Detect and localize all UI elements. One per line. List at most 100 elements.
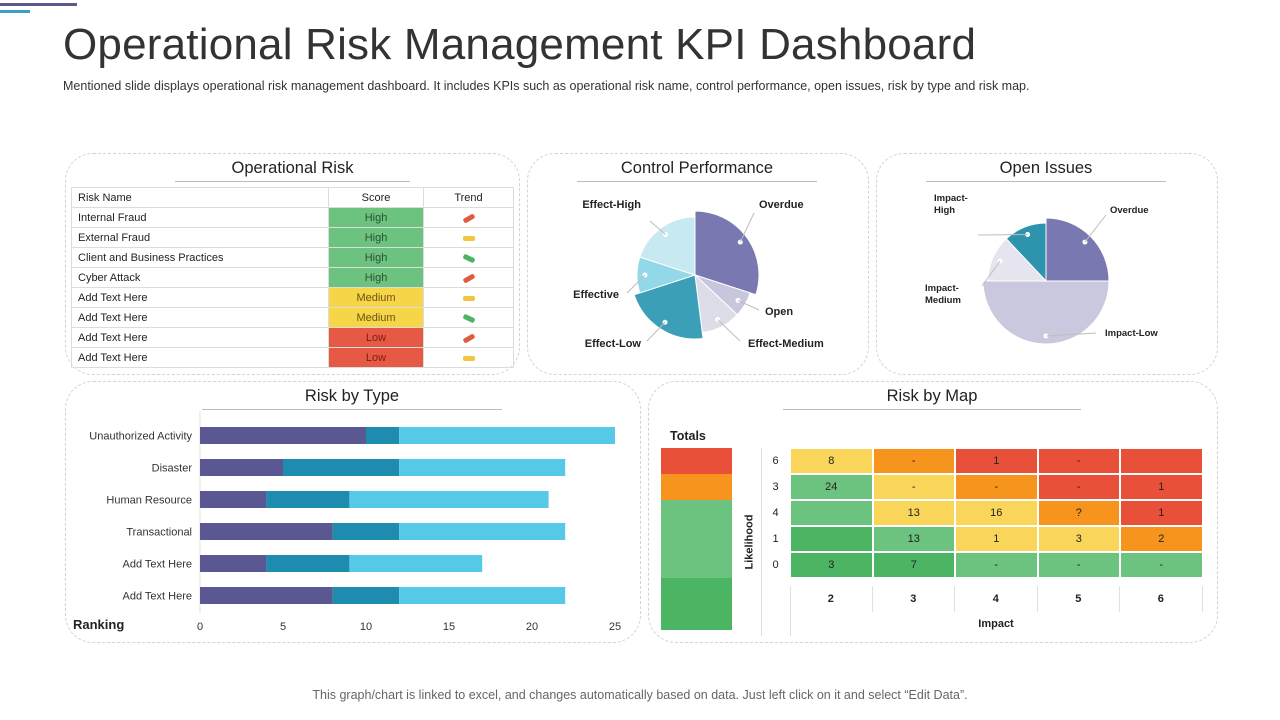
leader-line — [737, 299, 760, 311]
risk-map-cell: 1 — [955, 448, 1038, 474]
likelihood-column — [761, 448, 790, 636]
pie-slice-impact-high — [1005, 222, 1047, 283]
totals-cell — [661, 500, 732, 526]
risk-map-cell: 1 — [1120, 500, 1203, 526]
leader-line — [1045, 332, 1097, 337]
control-performance-pie: Overdue Open Effect-Medium Effect-Low Effect… — [573, 199, 824, 350]
risk-map-cell — [790, 526, 873, 552]
risk-map-cell: - — [1037, 448, 1120, 474]
trend-flat-icon — [462, 355, 475, 361]
slice-label: Effective — [573, 289, 619, 301]
trend-up-icon — [462, 272, 475, 284]
trend-cell — [423, 227, 514, 248]
totals-cell — [661, 552, 732, 578]
impact-value: 4 — [955, 586, 1038, 612]
bar-segment — [399, 459, 566, 476]
bar-segment — [200, 491, 267, 508]
bar-segment — [366, 427, 400, 444]
title-underline — [577, 181, 817, 182]
likelihood-value: 3 — [772, 481, 779, 493]
col-score: Score — [328, 187, 424, 208]
table-row: Add Text Here Low — [71, 347, 514, 368]
col-trend: Trend — [423, 187, 514, 208]
slice-label: Effect-Medium — [748, 338, 824, 350]
bar-segment — [399, 427, 615, 444]
operational-risk-title: Operational Risk — [231, 159, 354, 177]
bar-segment — [200, 427, 366, 444]
slice-label: Impact- — [925, 283, 959, 294]
bar-segment — [399, 587, 566, 604]
table-header-row: Risk Name Score Trend — [71, 187, 514, 208]
title-underline — [926, 181, 1166, 182]
impact-value: 3 — [873, 586, 955, 612]
title-underline — [175, 181, 410, 182]
open-issues-panel — [876, 153, 1218, 375]
slice-label: Impact- — [934, 193, 968, 204]
leader-line — [646, 321, 666, 342]
category-label: Add Text Here — [122, 591, 192, 603]
risk-by-type-title: Risk by Type — [304, 387, 400, 405]
pie-slice-overdue — [1045, 217, 1110, 282]
risk-map-cell: 13 — [872, 526, 955, 552]
bar-segment — [200, 587, 333, 604]
impact-value: 6 — [1120, 586, 1203, 612]
ranking-label: Ranking — [73, 617, 125, 632]
risk-map-cell: - — [1037, 552, 1120, 578]
leader-line — [739, 212, 755, 243]
category-label: Human Resource — [106, 495, 192, 507]
title-underline — [202, 409, 502, 410]
risk-map-cell: - — [955, 552, 1038, 578]
bar-segment — [200, 459, 283, 476]
score-cell: Low — [328, 347, 424, 368]
risk-map-cell: - — [955, 474, 1038, 500]
trend-up-icon — [462, 212, 475, 224]
bar-segment — [266, 555, 350, 572]
score-cell: High — [328, 267, 424, 288]
likelihood-value: 6 — [772, 455, 779, 467]
slice-label: Impact-Low — [1105, 328, 1158, 339]
risk-by-type-chart: Unauthorized Activity Disaster Human Resou… — [89, 411, 621, 633]
slice-label: Open — [765, 306, 793, 318]
bar-segment — [332, 523, 400, 540]
x-tick-label: 15 — [443, 621, 455, 633]
table-row: External Fraud High — [71, 227, 514, 248]
totals-cell — [661, 578, 732, 604]
totals-cell — [661, 448, 732, 474]
bar-segment — [266, 491, 350, 508]
open-issues-title: Open Issues — [999, 159, 1093, 177]
pie-slice-effect-high — [639, 216, 696, 276]
slice-label: Overdue — [1110, 205, 1149, 216]
likelihood-value: 0 — [772, 559, 779, 571]
score-cell: High — [328, 207, 424, 228]
trend-cell — [423, 327, 514, 348]
trend-flat-icon — [462, 235, 475, 241]
impact-axis-label: Impact — [978, 618, 1014, 630]
table-row: Add Text Here Low — [71, 327, 514, 348]
score-cell: Low — [328, 327, 424, 348]
table-row: Cyber Attack High — [71, 267, 514, 288]
risk-map-cell: 1 — [955, 526, 1038, 552]
risk-name-cell: Internal Fraud — [71, 207, 329, 228]
trend-down-icon — [462, 313, 475, 323]
risk-map-cell: - — [872, 448, 955, 474]
risk-by-map-title: Risk by Map — [886, 387, 978, 405]
risk-map-cell: ? — [1037, 500, 1120, 526]
trend-down-icon — [462, 253, 475, 263]
risk-map-cell: 24 — [790, 474, 873, 500]
trend-cell — [423, 247, 514, 268]
totals-cell — [661, 604, 732, 630]
trend-cell — [423, 267, 514, 288]
footer-note: This graph/chart is linked to excel, and… — [312, 688, 968, 702]
totals-cell — [661, 526, 732, 552]
pie-slice-impact-low — [982, 280, 1110, 345]
page-subtitle: Mentioned slide displays operational ris… — [63, 79, 1030, 93]
slice-label: Effect-Low — [585, 338, 642, 350]
leader-line — [981, 260, 1001, 287]
x-tick-label: 5 — [280, 621, 286, 633]
risk-name-cell: Add Text Here — [71, 287, 329, 308]
risk-map-cell: 3 — [1037, 526, 1120, 552]
bar-segment — [399, 523, 566, 540]
bar-segment — [349, 555, 483, 572]
table-row: Client and Business Practices High — [71, 247, 514, 268]
risk-by-type-panel — [65, 381, 641, 643]
